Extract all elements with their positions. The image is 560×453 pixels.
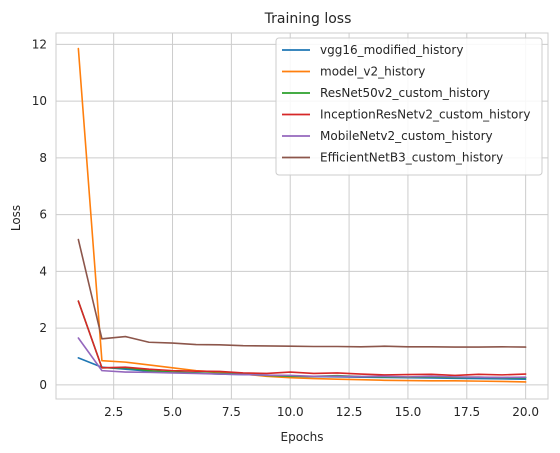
chart-title: Training loss: [264, 11, 352, 27]
x-axis-ticks: 2.5 5.0 7.5 10.0 12.5 15.0 17.5 20.0: [104, 405, 539, 419]
y-tick-label: 12: [32, 37, 47, 51]
legend-entry: InceptionResNetv2_custom_history: [320, 108, 530, 122]
x-tick-label: 17.5: [453, 405, 480, 419]
y-tick-label: 10: [32, 94, 47, 108]
x-tick-label: 15.0: [395, 405, 422, 419]
y-axis-ticks: 0 2 4 6 8 10 12: [32, 37, 47, 391]
legend: vgg16_modified_history model_v2_history Re…: [275, 37, 543, 176]
series-line: [77, 337, 527, 379]
legend-box: [275, 37, 543, 176]
y-tick-label: 2: [39, 321, 47, 335]
y-axis-label: Loss: [9, 205, 23, 231]
series-line: [77, 300, 527, 377]
y-tick-label: 0: [39, 378, 47, 392]
series-line: [77, 47, 527, 383]
x-tick-label: 12.5: [336, 405, 363, 419]
legend-entry: ResNet50v2_custom_history: [320, 86, 490, 100]
x-tick-label: 7.5: [222, 405, 241, 419]
x-axis-label: Epochs: [281, 430, 324, 444]
y-tick-label: 4: [39, 264, 47, 278]
legend-entry: vgg16_modified_history: [320, 43, 463, 57]
legend-entry: model_v2_history: [320, 65, 425, 79]
x-tick-label: 20.0: [512, 405, 539, 419]
legend-entry: EfficientNetB3_custom_history: [320, 151, 503, 165]
legend-entry: MobileNetv2_custom_history: [320, 129, 493, 143]
y-tick-label: 6: [39, 208, 47, 222]
series-lines: [77, 47, 527, 383]
x-tick-label: 5.0: [163, 405, 182, 419]
series-line: [77, 238, 527, 348]
y-tick-label: 8: [39, 151, 47, 165]
x-tick-label: 2.5: [104, 405, 123, 419]
x-tick-label: 10.0: [277, 405, 304, 419]
